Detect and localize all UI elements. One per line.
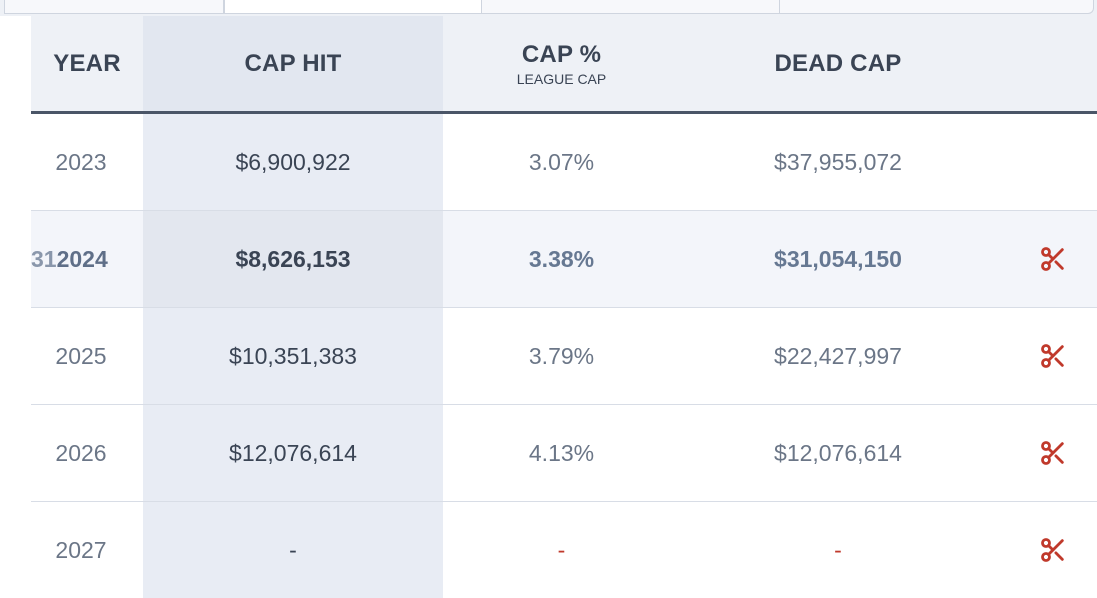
dead-cap-header-label: DEAD CAP [774, 49, 902, 77]
cap-percent-sub-label: LEAGUE CAP [516, 70, 607, 87]
dead-cap-cell: $22,427,997 [774, 342, 902, 369]
cap-percent-cell: 3.07% [528, 148, 595, 175]
cap-hit-header-label: CAP HIT [244, 49, 342, 77]
dead-cap-cell: $37,955,072 [774, 148, 902, 175]
table-header: YEAR CAP HIT CAP % LEAGUE CAP DEAD CAP [31, 16, 1097, 114]
dead-cap-cell: - [834, 536, 842, 563]
cap-hit-cell: $10,351,383 [143, 308, 443, 404]
cap-hit-cell: $6,900,922 [143, 114, 443, 210]
tab-2[interactable] [224, 0, 482, 14]
year-column-header[interactable]: YEAR [31, 16, 143, 111]
table-row: 2027 - - - [31, 502, 1097, 598]
table-row: 2025 $10,351,383 3.79% $22,427,997 [31, 308, 1097, 405]
year-cell: 31 2024 [31, 211, 131, 307]
tab-4[interactable] [779, 0, 1094, 14]
tab-3[interactable] [481, 0, 780, 14]
table-row-current: 31 2024 $8,626,153 3.38% $31,054,150 [31, 211, 1097, 308]
year-header-label: YEAR [53, 49, 121, 77]
cap-percent-cell: 3.79% [528, 342, 595, 369]
dead-cap-cell: $12,076,614 [774, 439, 902, 466]
cap-percent-cell: 4.13% [528, 439, 595, 466]
tab-1[interactable] [4, 0, 224, 14]
cap-hit-column-header[interactable]: CAP HIT [143, 16, 443, 111]
table-row: 2026 $12,076,614 4.13% $12,076,614 [31, 405, 1097, 502]
year-cell: 2023 [55, 148, 107, 175]
contract-table-body: 2023 $6,900,922 3.07% $37,955,072 31 2024… [31, 114, 1097, 598]
scissors-icon[interactable] [1031, 211, 1075, 307]
scissors-icon[interactable] [1031, 502, 1075, 598]
year-prefix: 31 [31, 245, 57, 272]
year-cell: 2027 [55, 536, 107, 563]
tab-strip [0, 0, 1097, 16]
cap-percent-cell: 3.38% [528, 245, 595, 272]
table-row: 2023 $6,900,922 3.07% $37,955,072 [31, 114, 1097, 211]
year-cell: 2025 [55, 342, 107, 369]
cap-percent-column-header[interactable]: CAP % LEAGUE CAP [443, 16, 680, 111]
scissors-icon[interactable] [1031, 308, 1075, 404]
year-cell: 2026 [55, 439, 107, 466]
cap-hit-cell: $12,076,614 [143, 405, 443, 501]
cap-percent-cell: - [557, 536, 566, 563]
year-value: 2024 [56, 245, 108, 272]
dead-cap-cell: $31,054,150 [774, 245, 902, 272]
cap-hit-cell: - [143, 502, 443, 598]
cap-percent-header-label: CAP % [521, 40, 602, 68]
scissors-icon[interactable] [1031, 405, 1075, 501]
dead-cap-column-header[interactable]: DEAD CAP [680, 16, 996, 111]
cap-hit-cell: $8,626,153 [143, 211, 443, 307]
